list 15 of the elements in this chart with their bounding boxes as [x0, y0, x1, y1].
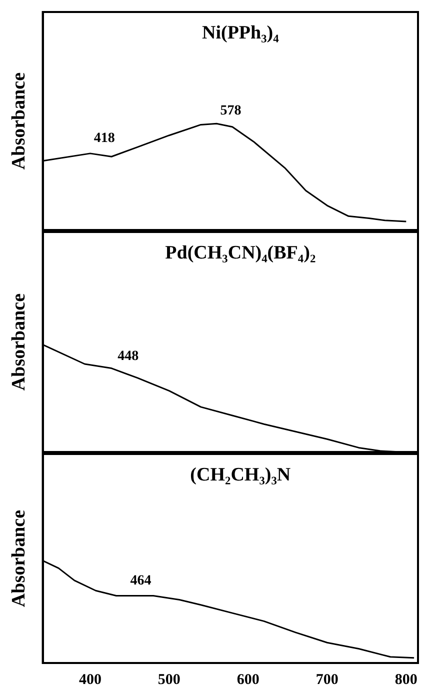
x-tick-label: 800 — [394, 672, 418, 688]
chart-title: Pd(CH₃CN)₄(BF₄)₂ — [165, 242, 316, 264]
annotation: 578 — [220, 103, 242, 118]
annotation: 418 — [94, 131, 115, 146]
y-axis-title: Absorbance — [8, 510, 30, 608]
x-tick-label: 600 — [236, 672, 260, 688]
chart-title: Ni(PPh₃)₄ — [202, 22, 280, 44]
x-tick-label: 500 — [158, 672, 180, 688]
annotation: 448 — [118, 349, 139, 364]
x-tick-label: 400 — [78, 672, 102, 688]
annotation: 464 — [130, 573, 152, 588]
y-axis-title: Absorbance — [8, 293, 30, 391]
y-axis-title: Absorbance — [8, 72, 30, 170]
chart-title: (CH₂CH₃)₃N — [190, 464, 291, 486]
x-tick-label: 700 — [316, 672, 338, 688]
